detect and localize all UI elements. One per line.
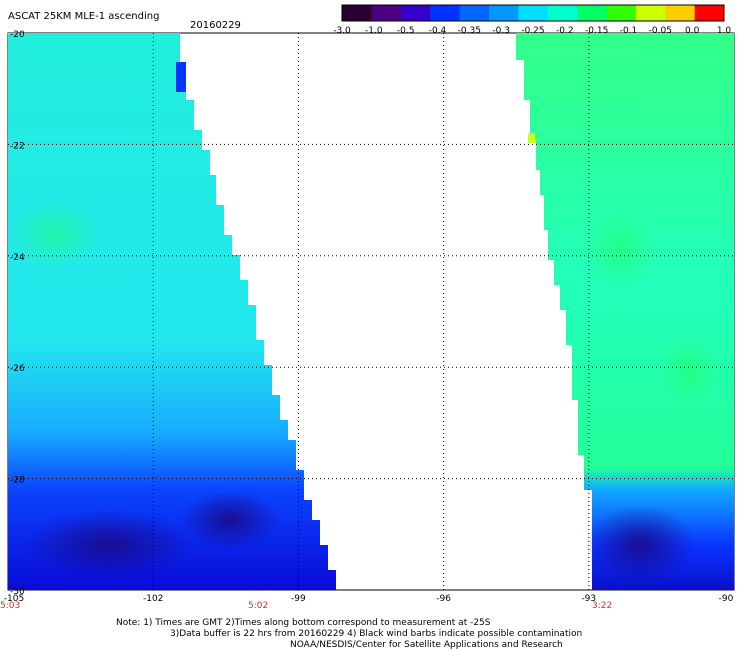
lon-label-4: -93 <box>581 594 596 604</box>
lat-label-0: -20 <box>10 30 25 40</box>
lon-label-3: -96 <box>436 594 451 604</box>
colorbar-swatch-6 <box>518 5 549 21</box>
right-green-patch <box>585 210 655 290</box>
footer-note-2: 3)Data buffer is 22 hrs from 20160229 4)… <box>170 629 582 639</box>
colorbar-border <box>341 4 725 22</box>
left-dark-region <box>25 510 195 580</box>
pass-time-1: 5:03 <box>0 601 20 611</box>
colorbar-label-11: 0.0 <box>685 26 700 36</box>
swath-layer <box>8 33 734 590</box>
lat-label-3: -26 <box>10 364 25 374</box>
colorbar-swatch-4 <box>459 5 490 21</box>
pass-time-2: 5:02 <box>248 601 268 611</box>
left-dark-region-2 <box>180 490 280 550</box>
lat-label-2: -24 <box>10 253 25 263</box>
colorbar-label-1: -1.0 <box>365 26 383 36</box>
colorbar-swatches <box>341 4 725 22</box>
lat-label-5: -30 <box>10 587 25 597</box>
lat-label-1: -22 <box>10 141 25 151</box>
product-title: ASCAT 25KM MLE-1 ascending <box>8 11 159 22</box>
colorbar-swatch-0 <box>342 5 372 21</box>
latitude-labels: -20 -22 -24 -26 -28 -30 <box>10 30 25 597</box>
colorbar-swatch-5 <box>488 5 519 21</box>
footer-note-1: Note: 1) Times are GMT 2)Times along bot… <box>116 618 491 628</box>
right-green-patch-2 <box>660 335 720 405</box>
right-swath-yellow-cell <box>528 133 535 143</box>
graticule <box>8 33 734 590</box>
colorbar-label-9: -0.1 <box>620 26 638 36</box>
colorbar-swatch-11 <box>665 5 696 21</box>
pass-time-3: 3:22 <box>592 601 612 611</box>
colorbar-swatch-8 <box>577 5 607 21</box>
colorbar-swatch-2 <box>400 5 431 21</box>
colorbar-label-2: -0.5 <box>397 26 415 36</box>
colorbar-swatch-1 <box>371 5 402 21</box>
colorbar-swatch-12 <box>694 5 725 21</box>
footer-note-3: NOAA/NESDIS/Center for Satellite Applica… <box>290 640 563 650</box>
lat-label-4: -28 <box>10 476 25 486</box>
colorbar-label-7: -0.2 <box>556 26 574 36</box>
date-label: 20160229 <box>190 20 241 31</box>
left-swath-edge-strip <box>176 62 186 92</box>
colorbar-label-4: -0.35 <box>458 26 481 36</box>
colorbar-label-10: -0.05 <box>649 26 672 36</box>
colorbar-label-8: -0.15 <box>585 26 608 36</box>
right-dark-region <box>585 505 695 585</box>
colorbar-label-12: 1.0 <box>717 26 732 36</box>
colorbar-swatch-9 <box>606 5 637 21</box>
colorbar-swatch-3 <box>430 5 461 21</box>
colorbar-label-6: -0.25 <box>521 26 544 36</box>
left-swath <box>8 33 336 590</box>
longitude-labels: -105 -102 -99 -96 -93 -90 <box>4 594 734 604</box>
lon-label-5: -90 <box>719 594 734 604</box>
lon-label-1: -102 <box>143 594 163 604</box>
colorbar-label-3: -0.4 <box>429 26 447 36</box>
colorbar-labels: -3.0 -1.0 -0.5 -0.4 -0.35 -0.3 -0.25 -0.2 -0.15 -… <box>333 26 731 36</box>
colorbar-swatch-10 <box>635 5 666 21</box>
colorbar-label-0: -3.0 <box>333 26 351 36</box>
colorbar-swatch-7 <box>547 5 578 21</box>
lon-label-2: -99 <box>291 594 306 604</box>
right-swath <box>516 33 734 590</box>
colorbar: -3.0 -1.0 -0.5 -0.4 -0.35 -0.3 -0.25 -0.2 -0.15 -… <box>333 4 731 36</box>
colorbar-label-5: -0.3 <box>492 26 510 36</box>
left-green-patch <box>10 200 100 270</box>
lon-label-0: -105 <box>4 594 24 604</box>
